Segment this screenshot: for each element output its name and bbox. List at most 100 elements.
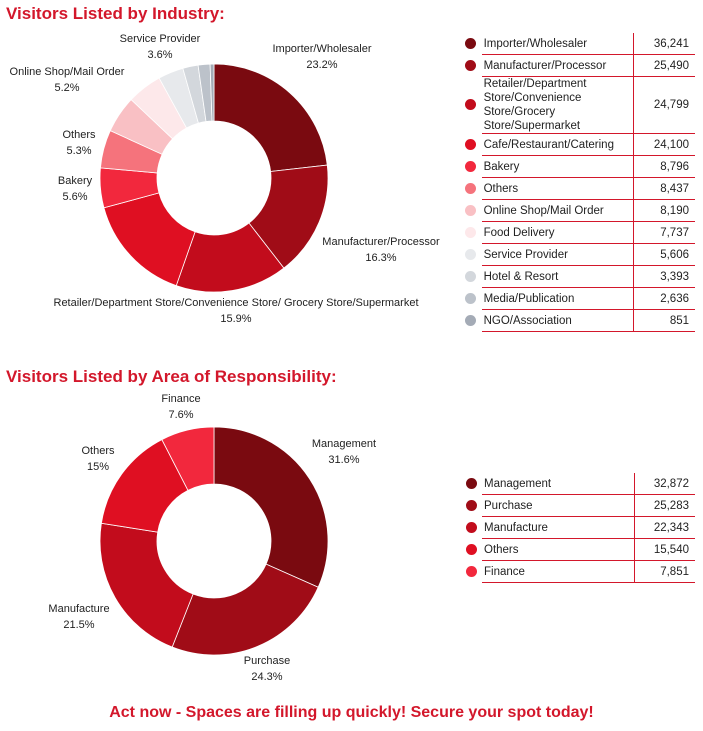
legend-color-dot-icon — [465, 204, 477, 216]
legend-color-dot-icon — [465, 292, 477, 304]
slice-label-percent: 15% — [87, 461, 109, 473]
slice-label-percent: 7.6% — [168, 409, 193, 421]
slice-label-finance: Finance 7.6% — [161, 393, 200, 421]
legend-label: Purchase — [482, 494, 635, 517]
legend-label: Retailer/Department Store/Convenience St… — [481, 76, 634, 134]
slice-label-name: Bakery — [58, 175, 93, 187]
legend-row: Manufacture 22,343 — [460, 516, 695, 539]
legend-label: Media/Publication — [481, 287, 634, 310]
responsibility-legend-table: Management 32,872 Purchase 25,283 Manufactur… — [460, 473, 695, 583]
legend-color-dot-icon — [465, 59, 477, 71]
legend-label: NGO/Association — [481, 309, 634, 332]
slice-label-manufacturer-processor: Manufacturer/Processor 16.3% — [322, 236, 440, 264]
legend-row: Bakery 8,796 — [460, 155, 695, 178]
slice-label-percent: 31.6% — [328, 454, 359, 466]
legend-row: Media/Publication 2,636 — [460, 287, 695, 310]
slice-label-management: Management 31.6% — [312, 438, 376, 466]
donut-slice-ngo-association — [209, 63, 215, 122]
donut-slice-purchase — [171, 563, 319, 656]
slice-label-purchase: Purchase 24.3% — [244, 655, 290, 683]
legend-row: Cafe/Restaurant/Catering 24,100 — [460, 133, 695, 156]
legend-label: Cafe/Restaurant/Catering — [481, 133, 634, 156]
legend-value: 7,851 — [634, 560, 695, 583]
call-to-action-text: Act now - Spaces are filling up quickly!… — [109, 704, 594, 721]
slice-label-name: Retailer/Department Store/Convenience St… — [54, 297, 419, 309]
legend-color-dot-icon — [465, 248, 477, 260]
donut-slice-importer-wholesaler — [213, 63, 328, 172]
slice-label-percent: 5.3% — [66, 145, 91, 157]
legend-color-dot-icon — [465, 565, 477, 577]
legend-row: Purchase 25,283 — [460, 494, 695, 517]
legend-color-dot-icon — [465, 160, 477, 172]
donut-slice-cafe-restaurant-catering — [103, 192, 196, 287]
slice-label-percent: 3.6% — [147, 49, 172, 61]
legend-label: Bakery — [481, 155, 634, 178]
slice-label-percent: 15.9% — [220, 313, 251, 325]
legend-color-dot-icon — [465, 478, 477, 490]
legend-color-dot-icon — [465, 182, 477, 194]
donut-slice-management — [213, 426, 329, 588]
slice-label-percent: 16.3% — [365, 252, 396, 264]
slice-label-percent: 5.6% — [62, 191, 87, 203]
legend-value: 8,796 — [632, 155, 695, 178]
legend-value: 3,393 — [632, 265, 695, 288]
legend-label: Manufacturer/Processor — [481, 54, 634, 77]
legend-label: Hotel & Resort — [481, 265, 634, 288]
legend-label: Others — [481, 177, 634, 200]
slice-label-name: Manufacture — [48, 603, 109, 615]
slice-label-service-provider: Service Provider 3.6% — [120, 33, 201, 61]
slice-label-online-shop-mail-order: Online Shop/Mail Order 5.2% — [10, 66, 125, 94]
legend-value: 2,636 — [632, 287, 695, 310]
slice-label-others: Others 15% — [81, 445, 115, 473]
legend-label: Manufacture — [482, 516, 635, 539]
legend-value: 32,872 — [634, 473, 695, 495]
legend-color-dot-icon — [465, 543, 477, 555]
legend-row: Others 8,437 — [460, 177, 695, 200]
legend-label: Finance — [482, 560, 635, 583]
legend-color-dot-icon — [465, 138, 477, 150]
legend-value: 24,799 — [632, 76, 695, 134]
donut-slice-manufacture — [99, 522, 194, 648]
slice-label-bakery: Bakery 5.6% — [58, 175, 93, 203]
legend-color-dot-icon — [465, 99, 477, 111]
legend-row: Online Shop/Mail Order 8,190 — [460, 199, 695, 222]
legend-value: 8,190 — [632, 199, 695, 222]
slice-label-name: Online Shop/Mail Order — [10, 66, 125, 78]
legend-value: 36,241 — [632, 33, 695, 55]
slice-label-name: Purchase — [244, 655, 290, 667]
slice-label-percent: 5.2% — [54, 82, 79, 94]
industry-section-title: Visitors Listed by Industry: — [6, 4, 225, 23]
slice-label-retailer-department-store-convenience-store-grocery-store-supermarket: Retailer/Department Store/Convenience St… — [54, 297, 419, 325]
legend-value: 7,737 — [632, 221, 695, 244]
legend-row: Hotel & Resort 3,393 — [460, 265, 695, 288]
slice-label-percent: 21.5% — [63, 619, 94, 631]
legend-color-dot-icon — [465, 226, 477, 238]
legend-value: 22,343 — [634, 516, 695, 539]
legend-label: Service Provider — [481, 243, 634, 266]
legend-row: NGO/Association 851 — [460, 309, 695, 332]
donut-slice-finance — [161, 426, 215, 491]
legend-value: 25,283 — [634, 494, 695, 517]
legend-row: Others 15,540 — [460, 538, 695, 561]
legend-color-dot-icon — [465, 521, 477, 533]
legend-label: Importer/Wholesaler — [481, 33, 634, 55]
legend-label: Management — [482, 473, 635, 495]
legend-row: Food Delivery 7,737 — [460, 221, 695, 244]
legend-value: 24,100 — [632, 133, 695, 156]
slice-label-percent: 24.3% — [251, 671, 282, 683]
slice-label-percent: 23.2% — [306, 59, 337, 71]
legend-value: 15,540 — [634, 538, 695, 561]
slice-label-name: Importer/Wholesaler — [272, 43, 371, 55]
industry-legend-table: Importer/Wholesaler 36,241 Manufacturer/Pr… — [460, 33, 695, 332]
legend-value: 25,490 — [632, 54, 695, 77]
legend-label: Food Delivery — [481, 221, 634, 244]
legend-row: Management 32,872 — [460, 473, 695, 495]
legend-label: Online Shop/Mail Order — [481, 199, 634, 222]
industry-donut-chart: Importer/Wholesaler 23.2% Manufacturer/Pro… — [10, 33, 440, 325]
legend-row: Importer/Wholesaler 36,241 — [460, 33, 695, 55]
legend-value: 5,606 — [632, 243, 695, 266]
legend-row: Finance 7,851 — [460, 560, 695, 583]
slice-label-name: Others — [81, 445, 115, 457]
slice-label-importer-wholesaler: Importer/Wholesaler 23.2% — [272, 43, 371, 71]
legend-value: 851 — [632, 309, 695, 332]
